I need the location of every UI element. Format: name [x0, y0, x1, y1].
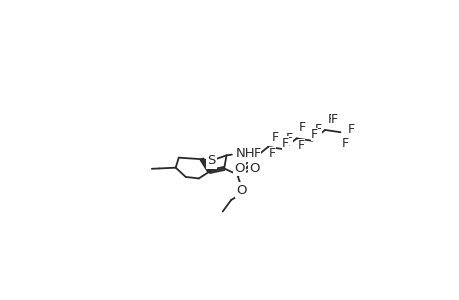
Text: S: S: [207, 154, 215, 167]
Text: F: F: [330, 113, 337, 126]
Text: F: F: [297, 139, 304, 152]
Text: F: F: [310, 128, 317, 141]
Text: O: O: [248, 162, 259, 175]
Text: F: F: [298, 121, 306, 134]
Text: O: O: [235, 184, 246, 196]
Text: F: F: [272, 131, 279, 144]
Text: F: F: [253, 146, 260, 160]
Text: O: O: [234, 162, 244, 175]
Text: F: F: [347, 123, 354, 136]
Text: NH: NH: [235, 147, 255, 160]
Text: F: F: [341, 136, 348, 149]
Text: F: F: [269, 147, 276, 160]
Text: F: F: [285, 132, 292, 145]
Text: F: F: [314, 123, 321, 136]
Text: F: F: [282, 136, 289, 149]
Text: F: F: [327, 113, 334, 126]
